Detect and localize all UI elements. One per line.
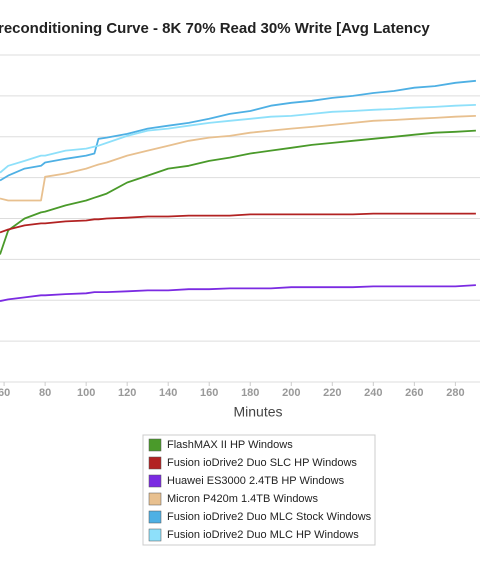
x-tick-label: 140 bbox=[159, 387, 177, 399]
legend-swatch bbox=[148, 474, 162, 488]
x-tick-label: 220 bbox=[323, 387, 341, 399]
x-tick-label: 60 bbox=[0, 387, 10, 399]
legend-label: Micron P420m 1.4TB Windows bbox=[167, 493, 318, 505]
series-line bbox=[0, 212, 476, 234]
x-tick-label: 80 bbox=[39, 387, 51, 399]
legend-swatch bbox=[148, 492, 162, 506]
chart-title: reconditioning Curve - 8K 70% Read 30% W… bbox=[0, 20, 430, 37]
x-tick-label: 100 bbox=[77, 387, 95, 399]
legend-label: FlashMAX II HP Windows bbox=[167, 439, 293, 451]
legend-swatch bbox=[148, 510, 162, 524]
x-tick-label: 180 bbox=[241, 387, 259, 399]
legend-swatch bbox=[148, 456, 162, 470]
legend-label: Huawei ES3000 2.4TB HP Windows bbox=[167, 475, 345, 487]
series-line bbox=[0, 104, 476, 174]
legend-swatch bbox=[148, 528, 162, 542]
legend-label: Fusion ioDrive2 Duo MLC HP Windows bbox=[167, 529, 359, 541]
x-tick-label: 200 bbox=[282, 387, 300, 399]
legend bbox=[142, 434, 376, 546]
x-tick-label: 280 bbox=[446, 387, 464, 399]
series-line bbox=[0, 115, 476, 202]
series-line bbox=[0, 79, 476, 182]
legend-label: Fusion ioDrive2 Duo MLC Stock Windows bbox=[167, 511, 372, 523]
x-tick-label: 160 bbox=[200, 387, 218, 399]
x-tick-label: 260 bbox=[405, 387, 423, 399]
x-tick-label: 240 bbox=[364, 387, 382, 399]
series-line bbox=[0, 284, 476, 302]
series-line bbox=[0, 129, 476, 255]
x-axis-label: Minutes bbox=[233, 404, 282, 420]
legend-swatch bbox=[148, 438, 162, 452]
x-tick-label: 120 bbox=[118, 387, 136, 399]
legend-label: Fusion ioDrive2 Duo SLC HP Windows bbox=[167, 457, 357, 469]
